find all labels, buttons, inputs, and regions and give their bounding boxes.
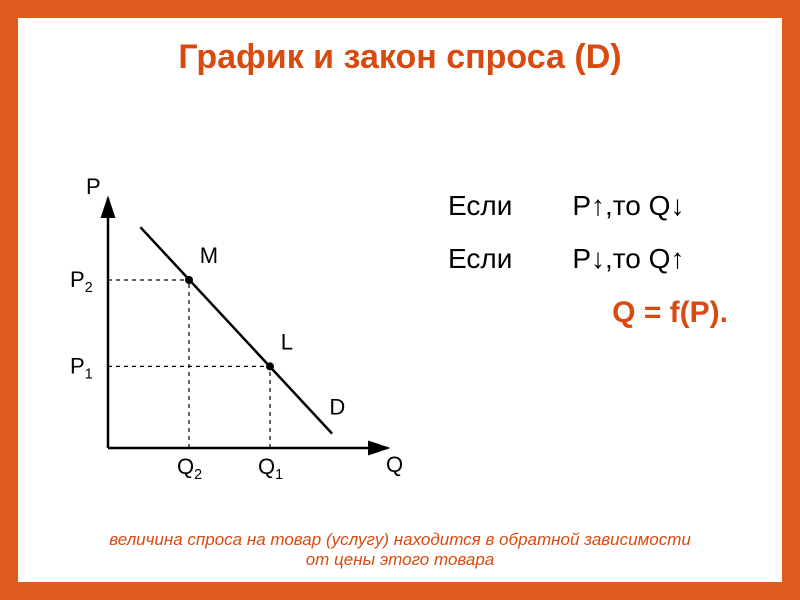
law-line-1c: Q↓	[649, 190, 685, 221]
point-M	[185, 276, 193, 284]
caption-line-2: от цены этого товара	[306, 550, 495, 569]
demand-curve-label: D	[329, 394, 345, 419]
x-axis-label: Q	[386, 452, 403, 477]
y-tick-P2: P2	[70, 267, 93, 296]
x-tick-Q2: Q2	[177, 454, 202, 483]
slide-title: График и закон спроса (D)	[18, 38, 782, 77]
x-tick-Q1: Q1	[258, 454, 283, 483]
point-label-M: M	[200, 243, 218, 268]
point-L	[266, 362, 274, 370]
slide-caption: величина спроса на товар (услугу) находи…	[18, 530, 782, 570]
point-label-L: L	[281, 330, 293, 355]
law-line-1a: Если	[448, 190, 512, 221]
caption-line-1: величина спроса на товар (услугу) находи…	[109, 530, 691, 549]
slide-inner-frame: График и закон спроса (D) PQDMLP2P1Q2Q1 …	[18, 18, 782, 582]
law-line-2c: Q↑	[649, 243, 685, 274]
law-line-1: Если P↑,то Q↓	[448, 188, 758, 223]
y-tick-P1: P1	[70, 353, 93, 382]
law-line-1b: P↑,то	[572, 190, 641, 221]
law-line-2: Если P↓,то Q↑	[448, 241, 758, 276]
demand-chart: PQDMLP2P1Q2Q1	[48, 178, 408, 498]
demand-curve	[140, 227, 332, 433]
law-line-2b: P↓,то	[572, 243, 641, 274]
law-text-block: Если P↑,то Q↓ Если P↓,то Q↑ Q = f(P).	[448, 188, 758, 350]
y-axis-label: P	[86, 174, 101, 199]
law-line-2a: Если	[448, 243, 512, 274]
slide-outer-frame: График и закон спроса (D) PQDMLP2P1Q2Q1 …	[0, 0, 800, 600]
demand-formula: Q = f(P).	[448, 294, 758, 332]
